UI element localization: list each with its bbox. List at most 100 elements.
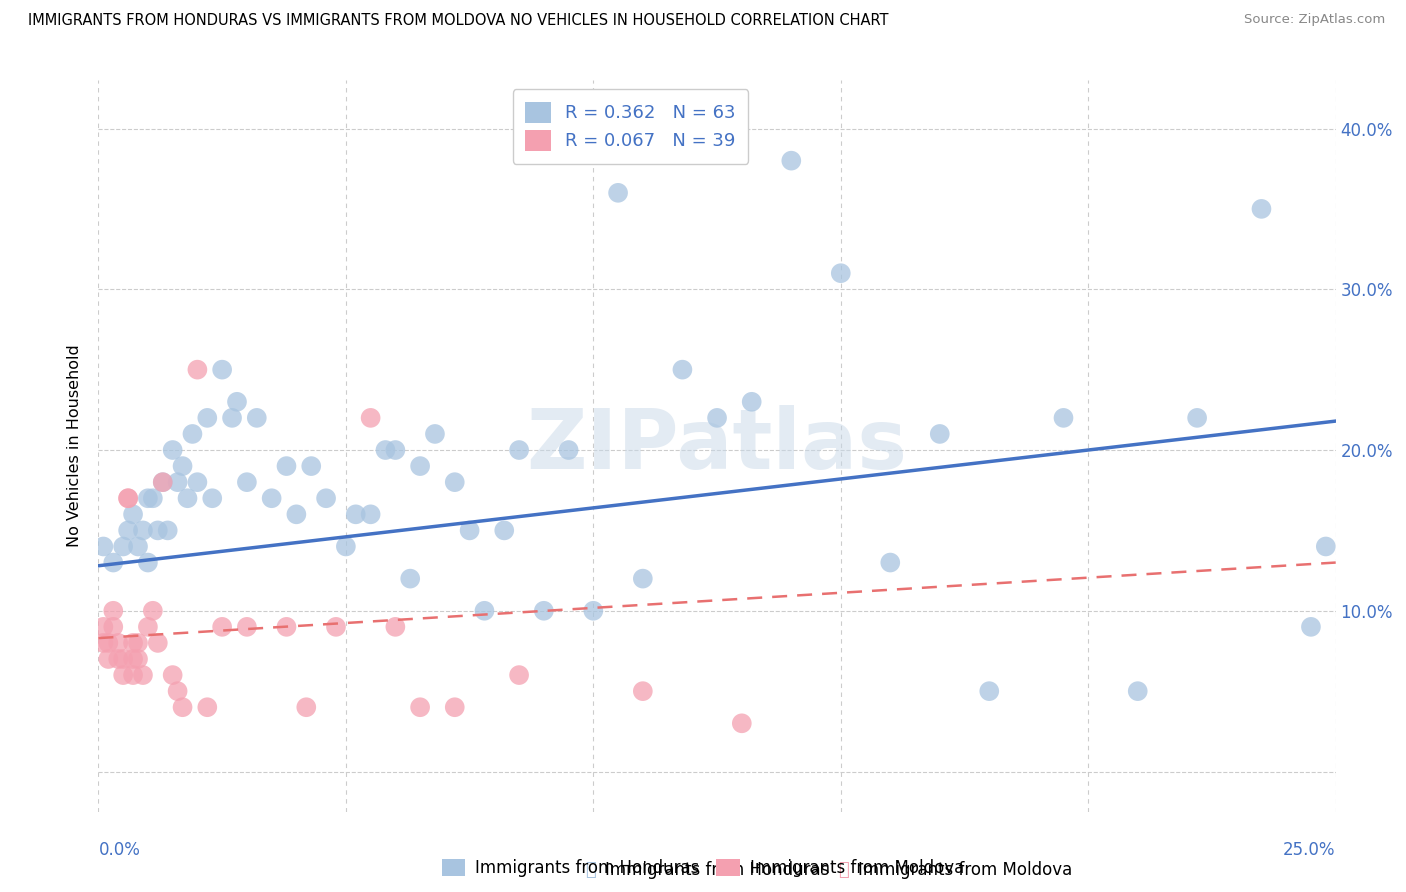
- Point: [508, 443, 530, 458]
- Point: [236, 475, 259, 490]
- Point: [142, 604, 165, 618]
- Point: [741, 394, 763, 409]
- Point: [443, 475, 465, 490]
- Point: [731, 716, 754, 731]
- Point: [533, 604, 555, 618]
- Point: [631, 572, 654, 586]
- Point: [136, 491, 159, 506]
- Point: [607, 186, 630, 200]
- Point: [146, 636, 169, 650]
- Point: [112, 668, 135, 682]
- Point: [93, 620, 115, 634]
- Point: [276, 620, 298, 634]
- Point: [186, 475, 208, 490]
- Point: [557, 443, 579, 458]
- Point: [172, 700, 194, 714]
- Point: [107, 652, 129, 666]
- Point: [409, 459, 432, 474]
- Point: [260, 491, 283, 506]
- Point: [172, 459, 194, 474]
- Point: [671, 362, 693, 376]
- Point: [103, 620, 125, 634]
- Point: [152, 475, 174, 490]
- Point: [830, 266, 852, 280]
- Point: [122, 636, 145, 650]
- Legend: Immigrants from Honduras, Immigrants from Moldova: Immigrants from Honduras, Immigrants fro…: [436, 852, 970, 884]
- Point: [360, 410, 382, 425]
- Point: [117, 491, 139, 506]
- Point: [132, 668, 155, 682]
- Point: [246, 410, 269, 425]
- Point: [285, 508, 308, 522]
- Point: [979, 684, 1001, 698]
- Text: ⬜: ⬜: [838, 861, 849, 879]
- Point: [276, 459, 298, 474]
- Point: [162, 443, 184, 458]
- Point: [127, 652, 149, 666]
- Point: [325, 620, 347, 634]
- Point: [1185, 410, 1208, 425]
- Point: [335, 540, 357, 554]
- Text: Immigrants from Honduras: Immigrants from Honduras: [605, 861, 830, 879]
- Point: [176, 491, 198, 506]
- Point: [117, 524, 139, 538]
- Point: [136, 556, 159, 570]
- Y-axis label: No Vehicles in Household: No Vehicles in Household: [67, 344, 83, 548]
- Point: [474, 604, 496, 618]
- Point: [458, 524, 481, 538]
- Point: [1052, 410, 1074, 425]
- Point: [117, 491, 139, 506]
- Point: [166, 684, 188, 698]
- Text: 25.0%: 25.0%: [1284, 840, 1336, 859]
- Point: [582, 604, 605, 618]
- Point: [360, 508, 382, 522]
- Point: [162, 668, 184, 682]
- Point: [1126, 684, 1149, 698]
- Point: [384, 443, 406, 458]
- Point: [1315, 540, 1337, 554]
- Point: [344, 508, 367, 522]
- Point: [181, 426, 204, 441]
- Point: [1250, 202, 1272, 216]
- Point: [236, 620, 259, 634]
- Point: [103, 556, 125, 570]
- Text: ⬜: ⬜: [585, 861, 596, 879]
- Point: [132, 524, 155, 538]
- Point: [93, 636, 115, 650]
- Text: Source: ZipAtlas.com: Source: ZipAtlas.com: [1244, 13, 1385, 27]
- Point: [195, 410, 218, 425]
- Point: [93, 540, 115, 554]
- Point: [146, 524, 169, 538]
- Text: 0.0%: 0.0%: [98, 840, 141, 859]
- Point: [221, 410, 243, 425]
- Point: [211, 620, 233, 634]
- Point: [156, 524, 179, 538]
- Point: [211, 362, 233, 376]
- Point: [186, 362, 208, 376]
- Point: [107, 636, 129, 650]
- Point: [315, 491, 337, 506]
- Point: [122, 652, 145, 666]
- Point: [508, 668, 530, 682]
- Point: [374, 443, 396, 458]
- Point: [399, 572, 422, 586]
- Point: [443, 700, 465, 714]
- Point: [97, 636, 120, 650]
- Point: [136, 620, 159, 634]
- Point: [706, 410, 728, 425]
- Point: [1299, 620, 1322, 634]
- Point: [226, 394, 249, 409]
- Point: [879, 556, 901, 570]
- Point: [299, 459, 322, 474]
- Point: [127, 540, 149, 554]
- Point: [409, 700, 432, 714]
- Point: [928, 426, 950, 441]
- Text: IMMIGRANTS FROM HONDURAS VS IMMIGRANTS FROM MOLDOVA NO VEHICLES IN HOUSEHOLD COR: IMMIGRANTS FROM HONDURAS VS IMMIGRANTS F…: [28, 13, 889, 29]
- Text: Immigrants from Moldova: Immigrants from Moldova: [858, 861, 1071, 879]
- Point: [127, 636, 149, 650]
- Point: [295, 700, 318, 714]
- Point: [494, 524, 516, 538]
- Point: [122, 508, 145, 522]
- Point: [195, 700, 218, 714]
- Point: [384, 620, 406, 634]
